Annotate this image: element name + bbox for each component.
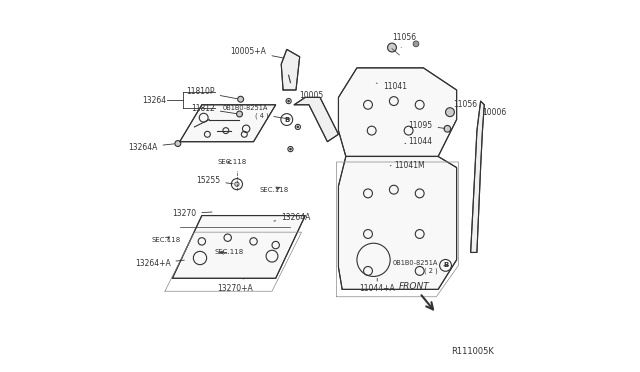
Text: 10005: 10005 (300, 91, 324, 100)
Circle shape (235, 182, 239, 186)
Text: SEC.118: SEC.118 (151, 237, 180, 243)
Text: 13264A: 13264A (274, 213, 310, 222)
Text: 13270: 13270 (172, 209, 212, 218)
Circle shape (445, 108, 454, 116)
Polygon shape (172, 215, 305, 278)
Text: FRONT: FRONT (399, 282, 429, 291)
Text: 11044+A: 11044+A (359, 278, 395, 293)
Text: 15255: 15255 (196, 176, 233, 185)
Text: 11041: 11041 (376, 82, 407, 91)
Text: 11056: 11056 (454, 100, 478, 109)
Circle shape (287, 100, 290, 102)
Text: 11044: 11044 (405, 137, 433, 146)
Text: 11810P: 11810P (186, 87, 237, 99)
Polygon shape (339, 157, 456, 289)
Text: 13270+A: 13270+A (217, 278, 253, 293)
Circle shape (413, 41, 419, 47)
Circle shape (237, 111, 243, 117)
Circle shape (289, 148, 292, 150)
Text: SEC.118: SEC.118 (259, 187, 289, 193)
Polygon shape (294, 97, 339, 142)
Text: 13264+A: 13264+A (134, 259, 184, 268)
Text: 0B1B0-8251A
( 2 ): 0B1B0-8251A ( 2 ) (393, 260, 448, 274)
Circle shape (444, 125, 451, 132)
Circle shape (297, 126, 299, 128)
Polygon shape (339, 68, 456, 157)
Polygon shape (281, 49, 300, 90)
Polygon shape (470, 101, 484, 253)
Text: B: B (443, 262, 448, 268)
Text: SEC.118: SEC.118 (215, 250, 244, 256)
Circle shape (388, 43, 396, 52)
Text: 11095: 11095 (408, 121, 445, 129)
Text: 10006: 10006 (483, 108, 507, 117)
Text: SEC.118: SEC.118 (218, 159, 247, 165)
Text: 0B1B0-8251A
( 4 ): 0B1B0-8251A ( 4 ) (223, 105, 291, 119)
Text: B: B (284, 116, 289, 122)
Circle shape (175, 141, 181, 147)
Circle shape (237, 96, 244, 102)
Text: 11812: 11812 (191, 104, 236, 113)
Text: 11041M: 11041M (390, 161, 424, 170)
Text: 10005+A: 10005+A (230, 47, 284, 58)
Polygon shape (180, 105, 276, 142)
Text: 13264: 13264 (143, 96, 167, 105)
Text: 13264A: 13264A (128, 143, 174, 152)
Text: R111005K: R111005K (451, 347, 493, 356)
Text: 11056: 11056 (392, 33, 416, 48)
